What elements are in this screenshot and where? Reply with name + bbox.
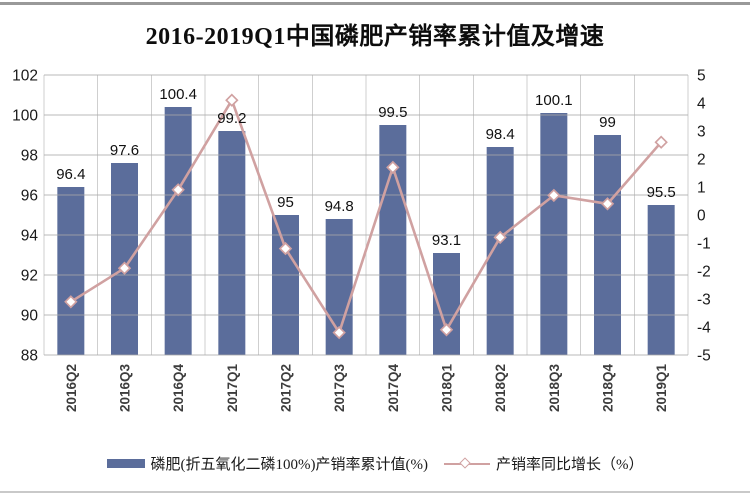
x-axis-label: 2017Q3 — [332, 364, 347, 413]
x-axis-label: 2017Q1 — [225, 364, 240, 413]
chart-title: 2016-2019Q1中国磷肥产销率累计值及增速 — [145, 24, 605, 50]
line-marker-diamond — [278, 241, 293, 256]
line-series-swatch — [443, 456, 490, 470]
line-marker-diamond — [225, 93, 239, 107]
line-marker-diamond — [171, 183, 185, 197]
y-axis-tick-label-left: 88 — [21, 348, 38, 365]
y-axis-tick-label-right: 0 — [697, 208, 706, 225]
x-axis-label: 2016Q2 — [64, 364, 79, 412]
x-axis-label: 2016Q3 — [118, 364, 133, 413]
line-marker-diamond — [64, 295, 78, 309]
y-axis-tick-label-right: -3 — [697, 292, 711, 309]
y-axis-tick-label-right: 1 — [697, 180, 706, 197]
bar-2018Q2 — [486, 147, 514, 355]
bottom-divider — [0, 491, 750, 493]
y-axis-tick-label-right: 2 — [697, 152, 706, 169]
y-axis-tick-label-right: 3 — [697, 124, 706, 141]
y-axis-tick-label-left: 102 — [12, 68, 38, 85]
bar-value-label: 95.5 — [647, 184, 676, 201]
legend-item-line: 产销率同比增长（%） — [443, 453, 644, 474]
bar-value-label: 98.4 — [486, 126, 515, 143]
bar-value-label: 96.4 — [56, 166, 85, 183]
y-axis-tick-label-right: -1 — [697, 236, 711, 253]
growth-line — [70, 97, 663, 336]
bar-value-label: 94.8 — [325, 198, 354, 215]
bar-2016Q4 — [164, 107, 192, 355]
bar-series-swatch — [106, 459, 145, 468]
legend-line-label: 产销率同比增长（%） — [495, 457, 644, 473]
line-marker-diamond — [654, 135, 668, 149]
y-axis-tick-label-right: -2 — [697, 264, 711, 281]
bar-value-label: 99.2 — [217, 110, 246, 127]
bar-2019Q1 — [647, 205, 675, 355]
bar-value-label: 95 — [277, 194, 294, 211]
x-axis-label: 2018Q1 — [440, 364, 455, 413]
line-marker-diamond — [332, 325, 346, 340]
x-axis-label: 2017Q4 — [386, 364, 401, 413]
bar-value-label: 99 — [599, 114, 616, 131]
y-axis-tick-label-left: 96 — [21, 188, 38, 205]
chart-legend: 磷肥(折五氧化二磷100%)产销率累计值(%) 产销率同比增长（%） — [0, 453, 750, 474]
x-axis-label: 2016Q4 — [171, 364, 186, 413]
bar-2017Q1 — [218, 131, 246, 355]
x-axis-label: 2017Q2 — [279, 364, 294, 412]
y-axis-tick-label-right: -5 — [697, 348, 711, 365]
bar-value-label: 93.1 — [432, 232, 461, 249]
top-divider — [0, 2, 750, 5]
bar-value-label: 100.1 — [535, 92, 573, 109]
line-marker-diamond — [117, 261, 132, 275]
legend-bar-label: 磷肥(折五氧化二磷100%)产销率累计值(%) — [150, 457, 428, 473]
line-marker-diamond — [547, 188, 561, 203]
y-axis-tick-label-right: 5 — [697, 68, 706, 85]
y-axis-tick-label-left: 98 — [21, 148, 38, 165]
x-axis-label: 2018Q3 — [547, 364, 562, 413]
y-axis-tick-label-left: 90 — [21, 308, 39, 325]
bar-2018Q4 — [594, 135, 621, 355]
y-axis-tick-label-right: 4 — [697, 96, 706, 113]
bar-2018Q3 — [540, 113, 568, 355]
diamond-marker-icon — [459, 456, 471, 469]
x-axis-label: 2018Q4 — [601, 364, 616, 413]
y-axis-tick-label-right: -4 — [697, 320, 711, 337]
line-marker-diamond — [600, 197, 615, 211]
x-axis-label: 2018Q2 — [493, 364, 508, 412]
bar-2017Q4 — [379, 125, 407, 355]
line-marker-diamond — [439, 323, 454, 337]
bar-value-label: 99.5 — [378, 104, 407, 121]
legend-item-bar: 磷肥(折五氧化二磷100%)产销率累计值(%) — [106, 453, 428, 474]
chart-plot: 102 100 98 96 94 92 90 88 5 4 3 2 1 0 -1 -2 -3 -4 -5 2016Q2… — [12, 68, 711, 413]
bar-2016Q2 — [57, 187, 85, 355]
x-axis-label: 2019Q1 — [654, 364, 669, 413]
y-axis-tick-label-left: 92 — [21, 268, 38, 285]
y-axis-tick-label-left: 100 — [12, 108, 38, 125]
y-axis-tick-label-left: 94 — [21, 228, 39, 245]
bar-value-label: 97.6 — [110, 142, 139, 159]
bar-2016Q3 — [111, 163, 138, 355]
line-marker-diamond — [386, 160, 400, 175]
bar-2017Q2 — [272, 215, 299, 355]
bar-value-label: 100.4 — [159, 86, 197, 103]
line-marker-diamond — [493, 230, 507, 245]
